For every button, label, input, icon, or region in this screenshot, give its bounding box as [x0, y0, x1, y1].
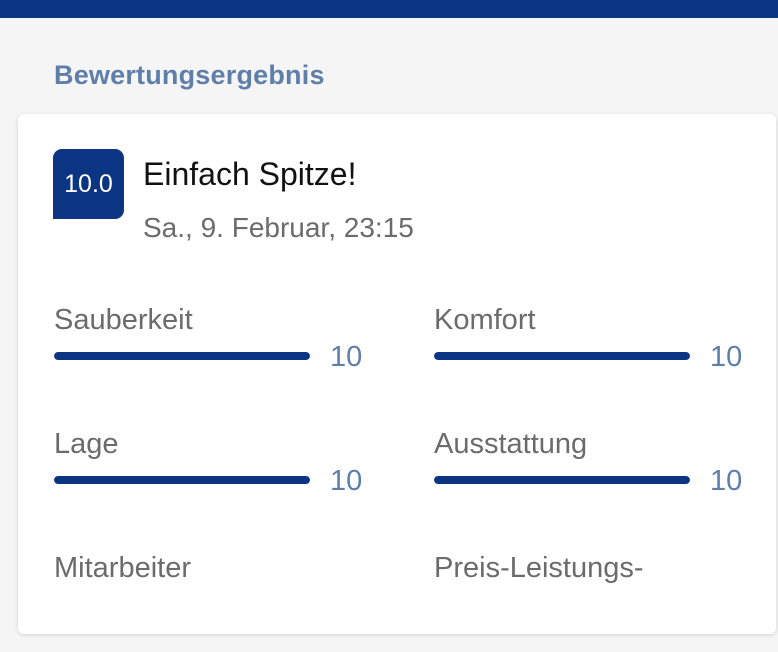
rating-label: Preis-Leistungs- [434, 552, 644, 584]
review-date: Sa., 9. Februar, 23:15 [143, 212, 414, 243]
rating-bar-fill [54, 352, 310, 360]
rating-bar [54, 352, 310, 360]
rating-value: 10 [710, 465, 743, 497]
section-title: Bewertungsergebnis [54, 60, 325, 90]
rating-label: Sauberkeit [54, 304, 193, 336]
rating-value: 10 [330, 465, 363, 497]
rating-label: Lage [54, 428, 119, 460]
rating-bar-fill [434, 352, 690, 360]
rating-bar [434, 476, 690, 484]
rating-label: Mitarbeiter [54, 552, 191, 584]
top-app-bar [0, 0, 778, 18]
rating-bar-fill [434, 476, 690, 484]
rating-lage: Lage 10 [54, 428, 384, 528]
rating-mitarbeiter: Mitarbeiter [54, 552, 384, 652]
rating-preis-leistung: Preis-Leistungs- [434, 552, 764, 652]
review-card: 10.0 Einfach Spitze! Sa., 9. Februar, 23… [18, 114, 776, 634]
rating-value: 10 [330, 341, 363, 373]
rating-bar-fill [54, 476, 310, 484]
rating-label: Komfort [434, 304, 536, 336]
review-title: Einfach Spitze! [143, 156, 357, 192]
rating-label: Ausstattung [434, 428, 588, 460]
rating-sauberkeit: Sauberkeit 10 [54, 304, 384, 404]
rating-ausstattung: Ausstattung 10 [434, 428, 764, 528]
rating-komfort: Komfort 10 [434, 304, 764, 404]
rating-value: 10 [710, 341, 743, 373]
rating-bar [434, 352, 690, 360]
rating-bar [54, 476, 310, 484]
score-badge: 10.0 [53, 149, 124, 219]
